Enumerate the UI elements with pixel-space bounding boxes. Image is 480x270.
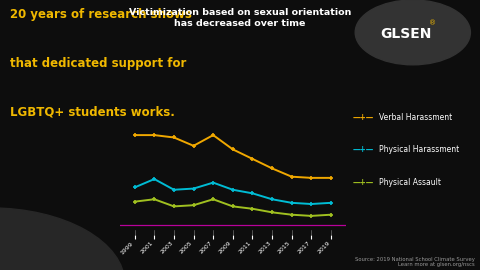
Text: GLSEN: GLSEN bbox=[380, 27, 432, 41]
Text: —+—: —+— bbox=[353, 113, 374, 122]
Text: Victimization based on sexual orientation
has decreased over time: Victimization based on sexual orientatio… bbox=[129, 8, 351, 28]
Text: —+—: —+— bbox=[353, 178, 374, 187]
Text: Verbal Harassment: Verbal Harassment bbox=[379, 113, 453, 122]
Text: —+—: —+— bbox=[353, 145, 374, 154]
Text: 20 years of research shows: 20 years of research shows bbox=[10, 8, 192, 21]
Text: Physical Harassment: Physical Harassment bbox=[379, 145, 459, 154]
Text: that dedicated support for: that dedicated support for bbox=[10, 57, 186, 70]
Text: Source: 2019 National School Climate Survey
Learn more at glsen.org/nscs: Source: 2019 National School Climate Sur… bbox=[355, 256, 475, 267]
Text: LGBTQ+ students works.: LGBTQ+ students works. bbox=[10, 105, 174, 118]
Text: ®: ® bbox=[429, 21, 436, 27]
Text: Physical Assault: Physical Assault bbox=[379, 178, 441, 187]
